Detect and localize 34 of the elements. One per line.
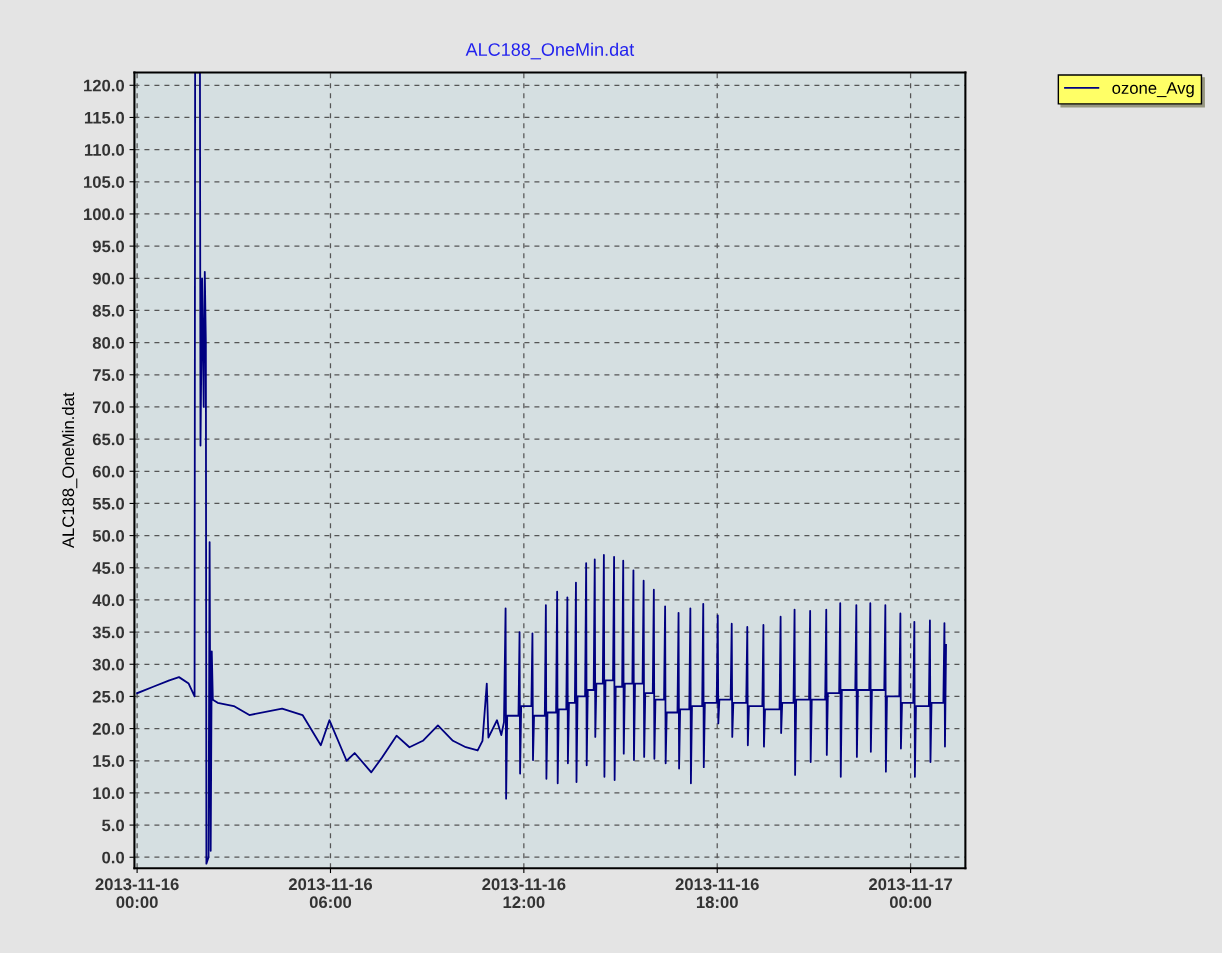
y-tick-label: 100.0 [84,208,125,221]
x-tick-label: 2013-11-16 12:00 [482,878,566,909]
y-tick-label: 25.0 [92,690,125,703]
chart-title: ALC188_OneMin.dat [465,42,635,60]
y-tick-label: 90.0 [92,272,125,285]
y-tick-label: 65.0 [92,433,125,446]
y-tick-label: 80.0 [92,337,125,349]
y-tick-label: 110.0 [84,144,125,156]
y-tick-label: 15.0 [93,755,125,767]
x-tick-label: 2013-11-16 18:00 [675,878,759,909]
x-tick-label: 2013-11-16 06:00 [288,878,373,909]
y-tick-label: 55.0 [92,497,125,510]
y-tick-label: 95.0 [92,240,125,253]
y-tick-label: 85.0 [92,304,125,317]
y-tick-label: 115.0 [84,111,125,124]
y-tick-label: 35.0 [92,626,125,639]
y-tick-label: 10.0 [93,787,125,800]
y-tick-label: 70.0 [92,401,125,414]
legend-label: ozone_Avg [1112,82,1194,98]
y-tick-label: 5.0 [102,819,125,832]
y-tick-label: 120.0 [84,79,125,92]
line-series [136,72,947,865]
y-tick-label: 40.0 [92,594,125,607]
y-tick-label: 45.0 [92,562,125,574]
y-tick-label: 20.0 [92,722,125,735]
y-tick-label: 75.0 [92,369,125,381]
y-tick-label: 60.0 [92,465,125,478]
y-tick-label: 30.0 [92,658,125,671]
x-tick-label: 2013-11-17 00:00 [869,878,953,909]
y-tick-label: 0.0 [102,851,125,864]
y-tick-label: 50.0 [92,530,125,542]
y-axis-title: ALC188_OneMin.dat [61,392,78,549]
x-tick-label: 2013-11-16 00:00 [95,878,179,909]
y-tick-label: 105.0 [84,176,125,188]
